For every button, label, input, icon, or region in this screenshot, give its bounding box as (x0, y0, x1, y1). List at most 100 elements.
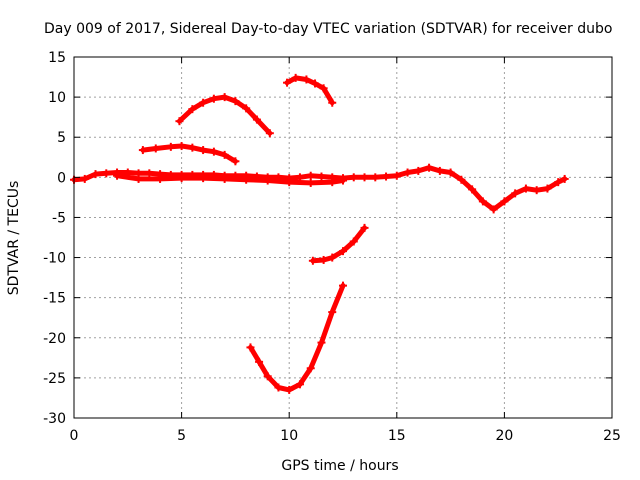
y-tick-label: -25 (43, 371, 66, 387)
data-point (328, 253, 337, 262)
data-point (220, 150, 229, 159)
data-point (311, 79, 320, 88)
series-u-curve (248, 283, 346, 393)
y-tick-label: 10 (48, 90, 66, 106)
data-point (446, 168, 455, 177)
x-tick-label: 15 (388, 428, 406, 444)
grid (74, 57, 612, 418)
data-point (209, 147, 218, 156)
data-point (435, 166, 444, 175)
data-point (302, 75, 311, 84)
data-point (285, 178, 294, 187)
data-point (134, 174, 143, 183)
data-point (532, 186, 541, 195)
data-point (371, 173, 380, 182)
x-tick-label: 5 (177, 428, 186, 444)
y-tick-label: 0 (57, 170, 66, 186)
series-arc-top (284, 75, 335, 106)
data-point (175, 117, 184, 126)
data-point (220, 93, 229, 102)
data-point (468, 185, 477, 194)
data-point (199, 174, 208, 183)
data-point (295, 380, 304, 389)
data-point (511, 189, 520, 198)
data-point (308, 256, 317, 265)
data-point (403, 168, 412, 177)
data-point (285, 385, 294, 394)
data-series-group (70, 73, 569, 394)
data-point (319, 255, 328, 264)
data-point (199, 98, 208, 107)
data-point (339, 281, 347, 290)
data-point (252, 115, 261, 124)
data-point (319, 84, 328, 93)
data-point (283, 78, 292, 87)
data-point (246, 343, 255, 352)
data-point (360, 223, 369, 232)
data-point (263, 372, 272, 381)
y-tick-label: -15 (43, 291, 66, 307)
data-point (349, 237, 358, 246)
data-point (554, 178, 563, 187)
y-tick-label: -5 (52, 210, 66, 226)
data-point (291, 73, 300, 82)
y-tick-label: 15 (48, 50, 66, 66)
data-point (360, 173, 369, 182)
x-axis-label: GPS time / hours (281, 458, 398, 474)
y-tick-label: -20 (43, 331, 66, 347)
data-point (242, 175, 251, 184)
x-tick-label: 0 (70, 428, 79, 444)
data-point (151, 144, 160, 153)
data-point (265, 129, 274, 138)
y-tick-label: -30 (43, 411, 66, 427)
data-point (339, 247, 347, 256)
data-point (521, 184, 530, 193)
data-point (113, 171, 122, 180)
data-point (392, 171, 401, 180)
data-point (306, 178, 315, 187)
data-point (255, 357, 264, 366)
data-point (199, 146, 208, 155)
data-point (425, 163, 434, 172)
data-point (317, 338, 326, 347)
data-point (306, 171, 315, 180)
data-point (220, 174, 229, 183)
data-point (188, 105, 197, 114)
x-tick-label: 20 (495, 428, 513, 444)
data-point (560, 174, 569, 183)
data-point (231, 157, 240, 166)
data-point (156, 174, 165, 183)
y-tick-label: -10 (43, 251, 66, 267)
data-point (177, 174, 186, 183)
data-point (328, 98, 337, 107)
data-point (500, 197, 509, 206)
data-point (339, 176, 347, 185)
data-point (188, 143, 197, 152)
data-point (317, 172, 326, 181)
chart-title: Day 009 of 2017, Sidereal Day-to-day VTE… (44, 21, 612, 37)
data-point (349, 173, 358, 182)
data-point (209, 94, 218, 103)
data-point (242, 104, 251, 113)
data-point (543, 184, 552, 193)
x-tick-label: 25 (603, 428, 621, 444)
series-arc-upper-mid (176, 94, 273, 136)
data-point (382, 172, 391, 181)
axis-ticks: 0 5 10 15 20 25 15 10 5 0 -5 -10 -15 -20 -25 -30 (43, 50, 621, 444)
data-point (102, 169, 111, 178)
data-point (414, 166, 423, 175)
plot-frame (73, 56, 613, 419)
data-point (80, 174, 89, 183)
data-point (166, 142, 175, 151)
data-point (306, 364, 315, 373)
data-point (457, 175, 466, 184)
data-point (177, 142, 186, 151)
series-segment-minus10 (310, 225, 367, 264)
data-point (138, 146, 147, 155)
data-point (145, 169, 154, 178)
y-tick-label: 5 (57, 130, 66, 146)
data-point (231, 97, 240, 106)
data-point (328, 308, 337, 317)
data-point (328, 178, 337, 187)
